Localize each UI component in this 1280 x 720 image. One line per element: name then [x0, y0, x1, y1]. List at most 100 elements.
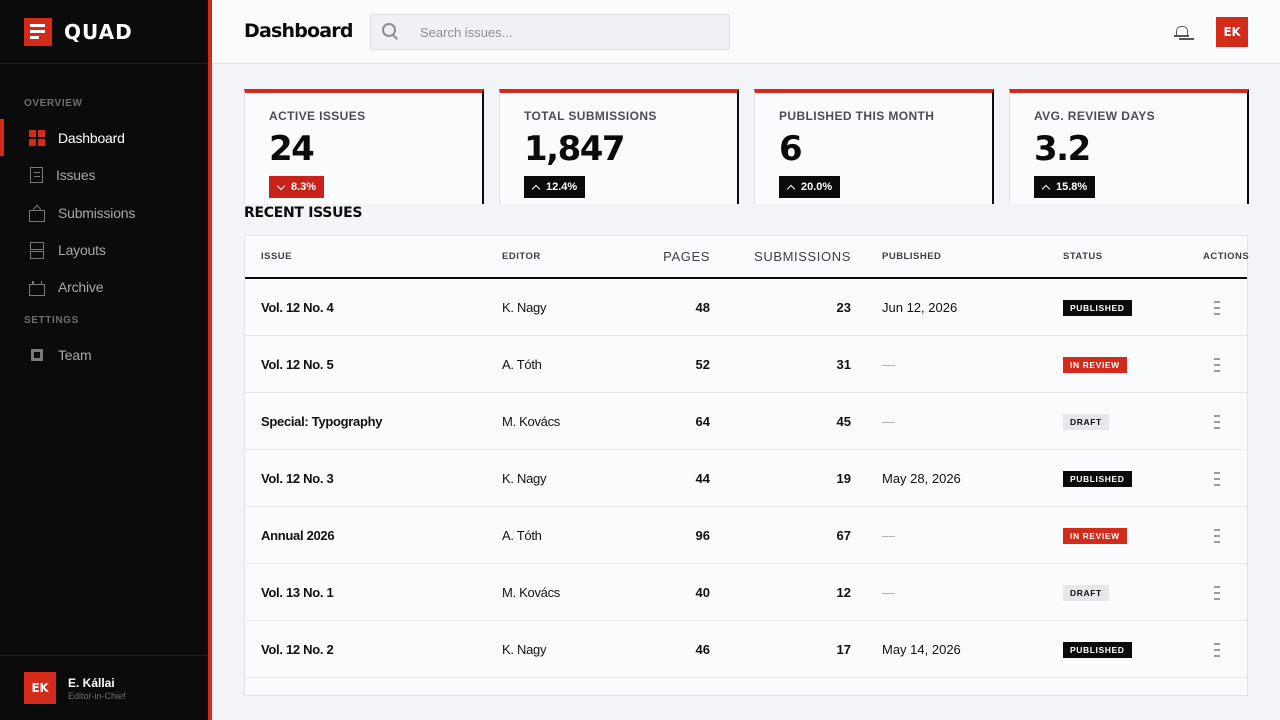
cell-published: Jun 12, 2026	[882, 300, 958, 315]
column-header-editor[interactable]: EDITOR	[502, 251, 541, 262]
cell-pages: 96	[695, 528, 710, 543]
sidebar-accent-rule	[208, 0, 212, 720]
arrow-up-icon	[532, 183, 540, 191]
brand-name: QUAD	[64, 19, 133, 44]
cell-issue[interactable]: Vol. 12 No. 3	[261, 471, 334, 486]
stat-value: 3.2	[1034, 129, 1091, 169]
cell-editor: K. Nagy	[502, 642, 547, 657]
cell-published: —	[882, 357, 895, 372]
recent-issues-table: ISSUE EDITOR PAGES SUBMISSIONS PUBLISHED…	[244, 235, 1250, 696]
table-row[interactable]: Vol. 12 No. 2 K. Nagy 46 17 May 14, 2026 PUBL…	[245, 621, 1247, 678]
page-title: Dashboard	[244, 20, 353, 42]
layout-icon	[29, 241, 45, 259]
stat-value: 24	[269, 129, 315, 169]
grid-icon	[29, 129, 45, 146]
sidebar: QUAD OVERVIEW Dashboard Issues Submissio…	[0, 0, 208, 720]
status-badge: PUBLISHED	[1063, 642, 1132, 658]
sidebar-item-label: Dashboard	[58, 129, 125, 146]
user-name: E. Kállai	[68, 675, 115, 690]
stat-label: ACTIVE ISSUES	[269, 109, 366, 123]
user-profile[interactable]: EK E. Kállai Editor-in-Chief	[0, 655, 208, 720]
table-row[interactable]: Vol. 12 No. 4 K. Nagy 48 23 Jun 12, 2026 PUBL…	[245, 279, 1247, 336]
cell-issue[interactable]: Annual 2026	[261, 528, 335, 543]
avatar: EK	[24, 672, 56, 704]
cell-issue[interactable]: Vol. 12 No. 4	[261, 300, 334, 315]
column-header-submissions[interactable]: SUBMISSIONS	[754, 249, 851, 264]
cell-submissions: 67	[836, 528, 851, 543]
more-options-icon[interactable]	[1213, 643, 1221, 657]
cell-issue[interactable]: Vol. 12 No. 2	[261, 642, 334, 657]
sidebar-item-label: Issues	[56, 166, 96, 183]
cell-editor: A. Tóth	[502, 528, 542, 543]
more-options-icon[interactable]	[1213, 586, 1221, 600]
section-title-recent-issues: RECENT ISSUES	[244, 205, 363, 221]
header-avatar[interactable]: EK	[1216, 17, 1248, 47]
table-row[interactable]: Annual 2026 A. Tóth 96 67 — IN REVIEW	[245, 507, 1247, 564]
cell-issue[interactable]: Special: Typography	[261, 414, 383, 429]
table-row[interactable]: Vol. 12 No. 3 K. Nagy 44 19 May 28, 2026 PUBL…	[245, 450, 1247, 507]
nav-section-overview: OVERVIEW	[24, 98, 83, 109]
more-options-icon[interactable]	[1213, 415, 1221, 429]
status-badge: PUBLISHED	[1063, 471, 1132, 487]
more-options-icon[interactable]	[1213, 358, 1221, 372]
cell-pages: 44	[695, 471, 710, 486]
stat-delta-value: 15.8%	[1056, 181, 1088, 193]
stat-delta-badge: 15.8%	[1034, 176, 1096, 198]
stat-label: PUBLISHED THIS MONTH	[779, 109, 935, 123]
cell-editor: K. Nagy	[502, 300, 547, 315]
stat-delta-value: 20.0%	[801, 181, 833, 193]
cell-editor: A. Tóth	[502, 357, 542, 372]
search-input[interactable]	[420, 24, 710, 40]
status-badge: IN REVIEW	[1063, 528, 1127, 544]
sidebar-item-archive[interactable]: Archive	[0, 268, 208, 305]
column-header-actions: ACTIONS	[1203, 251, 1250, 262]
cell-submissions: 31	[836, 357, 851, 372]
more-options-icon[interactable]	[1213, 472, 1221, 486]
cell-published: —	[882, 585, 895, 600]
stat-label: TOTAL SUBMISSIONS	[524, 109, 657, 123]
stat-delta-badge: 20.0%	[779, 176, 841, 198]
stat-value: 1,847	[524, 129, 626, 169]
user-meta: E. Kállai Editor-in-Chief	[68, 676, 126, 701]
status-badge: IN REVIEW	[1063, 357, 1127, 373]
sidebar-item-dashboard[interactable]: Dashboard	[0, 119, 208, 156]
cell-issue[interactable]: Vol. 13 No. 1	[261, 585, 334, 600]
column-header-published[interactable]: PUBLISHED	[882, 251, 942, 262]
column-header-status[interactable]: STATUS	[1063, 251, 1103, 262]
cell-published: —	[882, 528, 895, 543]
cell-submissions: 12	[836, 585, 851, 600]
status-badge: PUBLISHED	[1063, 300, 1132, 316]
sidebar-item-issues[interactable]: Issues	[0, 156, 208, 193]
table-row[interactable]: Special: Typography M. Kovács 64 45 — DRAFT	[245, 393, 1247, 450]
column-header-issue[interactable]: ISSUE	[261, 251, 293, 262]
top-bar: Dashboard EK	[212, 0, 1280, 64]
sidebar-item-team[interactable]: Team	[0, 336, 208, 373]
status-badge: DRAFT	[1063, 585, 1109, 601]
cell-published: May 14, 2026	[882, 642, 961, 657]
column-header-pages[interactable]: PAGES	[663, 249, 710, 264]
cell-editor: M. Kovács	[502, 585, 560, 600]
team-icon	[29, 347, 45, 363]
user-role: Editor-in-Chief	[68, 690, 126, 701]
cell-pages: 64	[695, 414, 710, 429]
cell-pages: 48	[695, 300, 710, 315]
sidebar-item-layouts[interactable]: Layouts	[0, 231, 208, 268]
document-icon	[30, 166, 43, 183]
nav-section-settings: SETTINGS	[24, 315, 79, 326]
cell-submissions: 23	[836, 300, 851, 315]
brand[interactable]: QUAD	[0, 0, 208, 64]
more-options-icon[interactable]	[1213, 301, 1221, 315]
cell-issue[interactable]: Vol. 12 No. 5	[261, 357, 334, 372]
cell-published: —	[882, 414, 895, 429]
notification-bell-icon[interactable]	[1174, 25, 1190, 41]
arrow-down-icon	[277, 183, 285, 191]
more-options-icon[interactable]	[1213, 529, 1221, 543]
cell-submissions: 17	[836, 642, 851, 657]
sidebar-item-submissions[interactable]: Submissions	[0, 194, 208, 231]
cell-published: May 28, 2026	[882, 471, 961, 486]
table-row[interactable]: Vol. 12 No. 5 A. Tóth 52 31 — IN REVIEW	[245, 336, 1247, 393]
table-row[interactable]: Vol. 13 No. 1 M. Kovács 40 12 — DRAFT	[245, 564, 1247, 621]
sidebar-item-label: Team	[58, 346, 92, 363]
search-box[interactable]	[370, 14, 730, 50]
stat-delta-badge: 8.3%	[269, 176, 325, 198]
